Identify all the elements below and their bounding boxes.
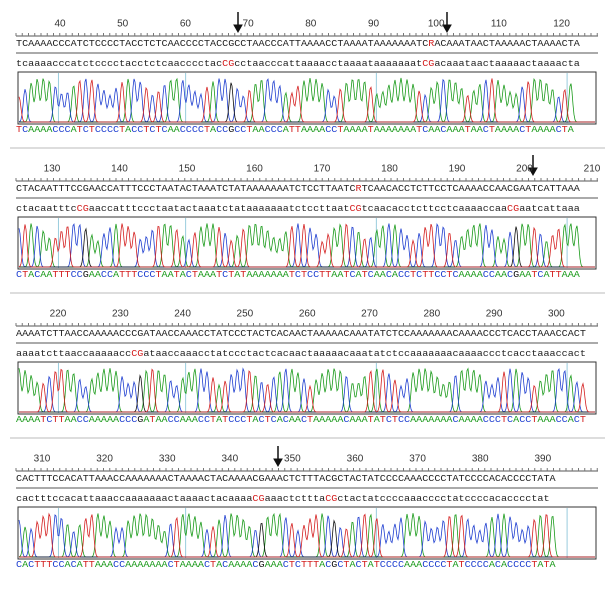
ruler-number: 390 [534,454,551,465]
arrow [442,12,452,34]
ruler-number: 110 [491,19,507,30]
ruler-number: 280 [423,309,440,320]
consensus-sequence: aaaatcttaaccaaaaaccCGataaccaaacctatcccta… [16,349,586,359]
arrow [528,155,538,177]
called-sequence: CTACAATTTCCGAACCATTTCCCTAATACTAAATCTATAA… [16,270,580,280]
ruler-number: 120 [553,19,570,30]
ruler-number: 40 [54,19,66,30]
ruler-number: 340 [221,454,238,465]
ruler-number: 160 [246,164,263,175]
called-sequence: TCAAAACCCATCTCCCCTACCTCTCAACCCCTACCGCCTA… [16,125,574,135]
ruler-number: 310 [34,454,51,465]
ruler-number: 350 [284,454,301,465]
ruler-number: 210 [584,164,601,175]
reference-sequence: CTACAATTTCCGAACCATTTCCCTAATACTAAATCTATAA… [16,184,580,194]
panel: 130 140 150 160 170 180 190 200 210 CTACAATTTCCGA… [15,164,601,280]
reference-sequence: CACTTTCCACATTAAACCAAAAAAACTAAAACTACAAAAC… [16,474,556,484]
ruler-number: 220 [50,309,67,320]
ruler-number: 370 [409,454,426,465]
panel: 40 50 60 70 80 90 100 110 120 TCAAAACCCATCTCCCCTA… [15,19,598,135]
ruler-number: 130 [44,164,61,175]
trace-T [19,368,595,413]
arrow [233,12,243,34]
ruler-number: 380 [472,454,489,465]
ruler-number: 330 [159,454,176,465]
trace-box [17,506,597,560]
ruler-number: 360 [347,454,364,465]
ruler-number: 90 [368,19,380,30]
ruler-number: 100 [428,19,445,30]
ruler-number: 270 [361,309,378,320]
consensus-sequence: ctacaatttcCGaaccatttccctaatactaaatctataa… [16,204,580,214]
ruler-number: 260 [299,309,316,320]
arrows [233,12,538,468]
ruler-number: 50 [117,19,129,30]
consensus-sequence: tcaaaacccatctcccctacctctcaacccctacCGccta… [16,59,580,69]
reference-sequence: TCAAAACCCATCTCCCCTACCTCTCAACCCCTACCGCCTA… [16,39,580,49]
ruler-number: 60 [180,19,192,30]
ruler-number: 80 [305,19,317,30]
reference-sequence: AAAATCTTAACCAAAAACCCGATAACCAAACCTATCCCTA… [16,329,587,339]
ruler-number: 300 [548,309,565,320]
panel: 220 230 240 250 260 270 280 290 300 AAAATCTTAACCA… [15,309,598,425]
ruler-number: 150 [179,164,196,175]
consensus-sequence: cactttccacattaaaccaaaaaaactaaaactacaaaaC… [16,494,550,504]
ruler-number: 200 [516,164,533,175]
trace-box [17,361,597,415]
ruler-number: 250 [237,309,254,320]
ruler-number: 180 [381,164,398,175]
trace-T [18,223,595,268]
ruler-number: 140 [111,164,128,175]
ruler-number: 230 [112,309,129,320]
ruler-number: 170 [314,164,331,175]
trace-T [18,78,595,123]
trace-T [19,512,595,558]
trace-box [17,216,597,270]
ruler-number: 190 [449,164,466,175]
called-sequence: CACTTTCCACATTAAACCAAAAAAACTAAAACTACAAAAC… [16,560,556,570]
arrow [273,446,283,468]
ruler-number: 70 [243,19,255,30]
trace-box [17,71,597,125]
ruler-number: 290 [486,309,503,320]
ruler-number: 320 [96,454,113,465]
called-sequence: AAAATCTTAACCAAAAACCCGATAACCAAACCTATCCCTA… [16,415,587,425]
ruler-number: 240 [174,309,191,320]
panel: 310 320 330 340 350 360 370 380 390 CACTTTCCACATT… [15,454,598,570]
